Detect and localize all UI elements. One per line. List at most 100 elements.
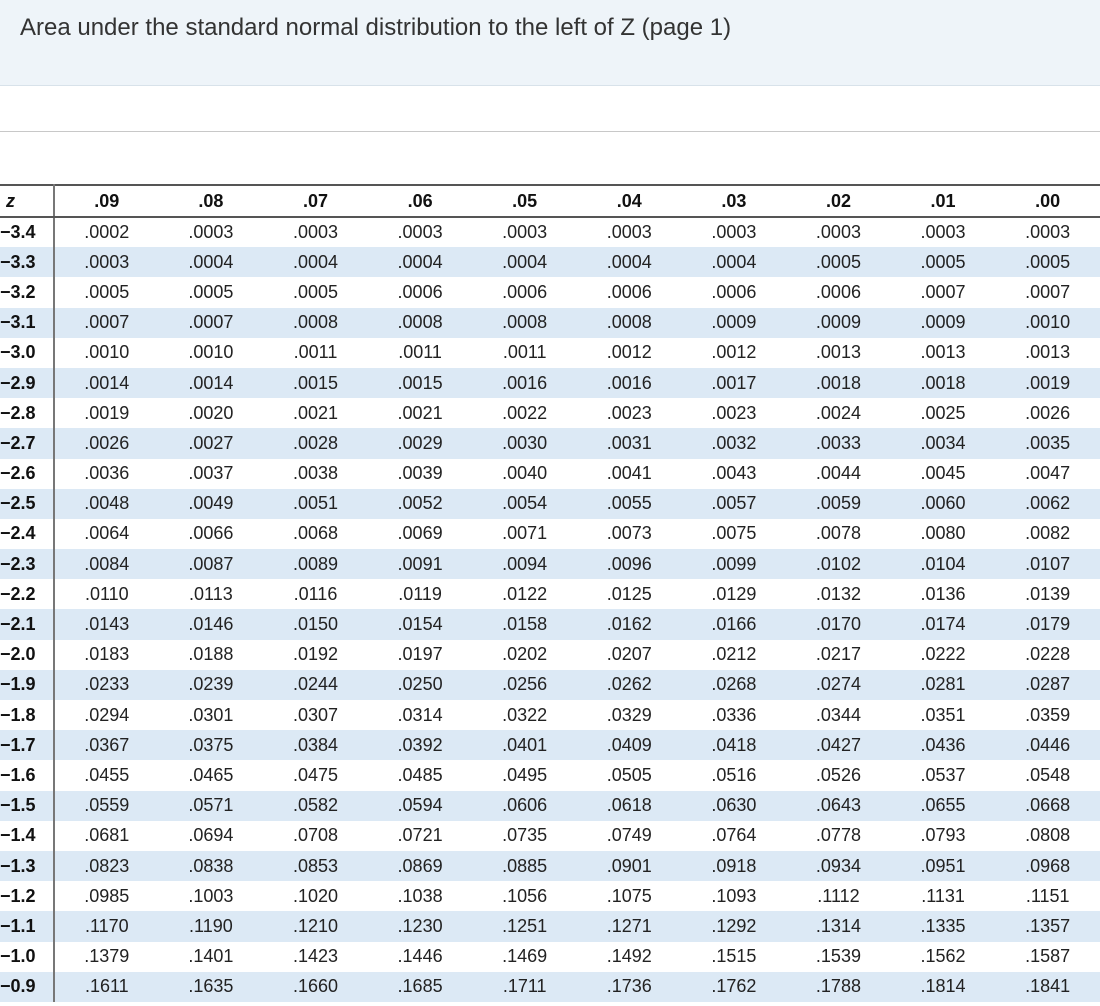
z-value: −0.9 xyxy=(0,971,55,1002)
table-cell: .0495 xyxy=(502,764,548,785)
table-cell: .0885 xyxy=(502,855,548,876)
table-cell: .0934 xyxy=(815,855,861,876)
table-cell: .0005 xyxy=(292,281,338,302)
table-cell: .0082 xyxy=(1025,523,1071,544)
table-cell: .0068 xyxy=(292,523,338,544)
z-value: −2.8 xyxy=(0,398,55,429)
table-cell: .0985 xyxy=(84,885,130,906)
column-header: .07 xyxy=(263,184,368,218)
table-row: −1.6 .0455 .0465 .0475 .0485 .0495 .0505 .0516.… xyxy=(0,760,1100,791)
table-cell: .0011 xyxy=(398,342,442,363)
table-cell: .0548 xyxy=(1025,764,1071,785)
table-cell: .0571 xyxy=(188,795,234,816)
z-value: −3.0 xyxy=(0,337,55,368)
table-cell: .0060 xyxy=(920,493,966,514)
table-cell: .1151 xyxy=(1025,885,1070,906)
table-row: −3.1 .0007 .0007 .0008 .0008 .0008 .0008 .0009.… xyxy=(0,307,1100,338)
z-table: z .09.08.07.06.05.04.03.02.01.00 −3.4 .00… xyxy=(0,184,1100,1002)
table-cell: .0013 xyxy=(815,342,861,363)
table-header: z .09.08.07.06.05.04.03.02.01.00 xyxy=(0,184,1100,218)
table-cell: .0136 xyxy=(920,583,966,604)
table-cell: .0016 xyxy=(502,372,548,393)
table-cell: .0036 xyxy=(84,463,130,484)
table-cell: .0024 xyxy=(815,402,861,423)
table-cell: .0013 xyxy=(920,342,966,363)
table-cell: .0026 xyxy=(84,432,130,453)
table-cell: .0250 xyxy=(397,674,443,695)
table-cell: .0008 xyxy=(606,312,652,333)
table-cell: .0054 xyxy=(502,493,548,514)
table-row: −2.2 .0110 .0113 .0116 .0119 .0122 .0125 .0129.… xyxy=(0,579,1100,610)
table-cell: .0764 xyxy=(711,825,757,846)
table-cell: .0217 xyxy=(815,644,861,665)
table-cell: .0087 xyxy=(188,553,234,574)
table-cell: .0287 xyxy=(1025,674,1071,695)
table-cell: .0708 xyxy=(292,825,338,846)
table-cell: .0336 xyxy=(711,704,757,725)
column-header: .06 xyxy=(367,184,473,218)
z-value: −2.6 xyxy=(0,458,55,489)
table-cell: .0668 xyxy=(1025,795,1071,816)
table-cell: .0427 xyxy=(815,734,861,755)
table-cell: .0146 xyxy=(188,614,234,635)
table-cell: .0192 xyxy=(292,644,338,665)
table-cell: .1112 xyxy=(817,885,860,906)
z-value: −1.7 xyxy=(0,730,55,761)
table-cell: .0808 xyxy=(1025,825,1071,846)
table-cell: .0040 xyxy=(502,463,548,484)
table-cell: .0032 xyxy=(711,432,757,453)
z-value: −2.2 xyxy=(0,579,55,610)
table-cell: .0009 xyxy=(815,312,861,333)
z-value: −3.1 xyxy=(0,307,55,338)
z-value: −1.8 xyxy=(0,700,55,731)
table-cell: .0006 xyxy=(815,281,861,302)
table-cell: .0162 xyxy=(606,614,652,635)
table-cell: .0003 xyxy=(920,222,966,243)
table-cell: .0139 xyxy=(1025,583,1071,604)
table-cell: .1401 xyxy=(188,946,234,967)
table-cell: .0035 xyxy=(1025,432,1071,453)
table-cell: .0033 xyxy=(815,432,861,453)
table-cell: .0007 xyxy=(84,312,130,333)
table-cell: .0003 xyxy=(84,251,130,272)
table-cell: .0008 xyxy=(502,312,548,333)
column-header: .03 xyxy=(681,184,787,218)
table-cell: .0003 xyxy=(188,222,234,243)
table-cell: .0073 xyxy=(606,523,652,544)
table-cell: .0016 xyxy=(606,372,652,393)
table-cell: .0618 xyxy=(606,795,652,816)
table-cell: .0436 xyxy=(920,734,966,755)
table-cell: .0017 xyxy=(711,372,757,393)
table-cell: .0043 xyxy=(711,463,757,484)
z-value: −2.1 xyxy=(0,609,55,640)
table-cell: .1379 xyxy=(84,946,130,967)
table-row: −1.0 .1379 .1401 .1423 .1446 .1469 .1492 .1515.… xyxy=(0,941,1100,972)
table-cell: .1539 xyxy=(815,946,861,967)
table-cell: .0020 xyxy=(188,402,234,423)
table-cell: .0003 xyxy=(397,222,443,243)
table-cell: .1685 xyxy=(397,976,443,997)
table-row: −1.1 .1170 .1190 .1210 .1230 .1251 .1271 .1292.… xyxy=(0,911,1100,942)
table-cell: .1562 xyxy=(920,946,966,967)
table-cell: .1335 xyxy=(920,915,966,936)
table-cell: .0011 xyxy=(502,342,547,363)
table-cell: .0655 xyxy=(920,795,966,816)
table-cell: .0003 xyxy=(1025,222,1071,243)
table-cell: .0071 xyxy=(502,523,548,544)
table-cell: .0084 xyxy=(84,553,130,574)
table-cell: .0122 xyxy=(502,583,548,604)
table-cell: .0023 xyxy=(711,402,757,423)
table-row: −3.3 .0003 .0004 .0004 .0004 .0004 .0004 .0004.… xyxy=(0,247,1100,278)
table-cell: .0028 xyxy=(292,432,338,453)
table-row: −2.7 .0026 .0027 .0028 .0029 .0030 .0031 .0032.… xyxy=(0,428,1100,459)
table-cell: .0003 xyxy=(502,222,548,243)
table-cell: .0004 xyxy=(292,251,338,272)
table-cell: .0023 xyxy=(606,402,652,423)
table-cell: .0038 xyxy=(292,463,338,484)
table-cell: .0104 xyxy=(920,553,966,574)
table-cell: .1056 xyxy=(502,885,548,906)
table-cell: .0239 xyxy=(188,674,234,695)
z-value: −1.2 xyxy=(0,881,55,912)
table-cell: .0005 xyxy=(920,251,966,272)
table-cell: .1093 xyxy=(711,885,757,906)
